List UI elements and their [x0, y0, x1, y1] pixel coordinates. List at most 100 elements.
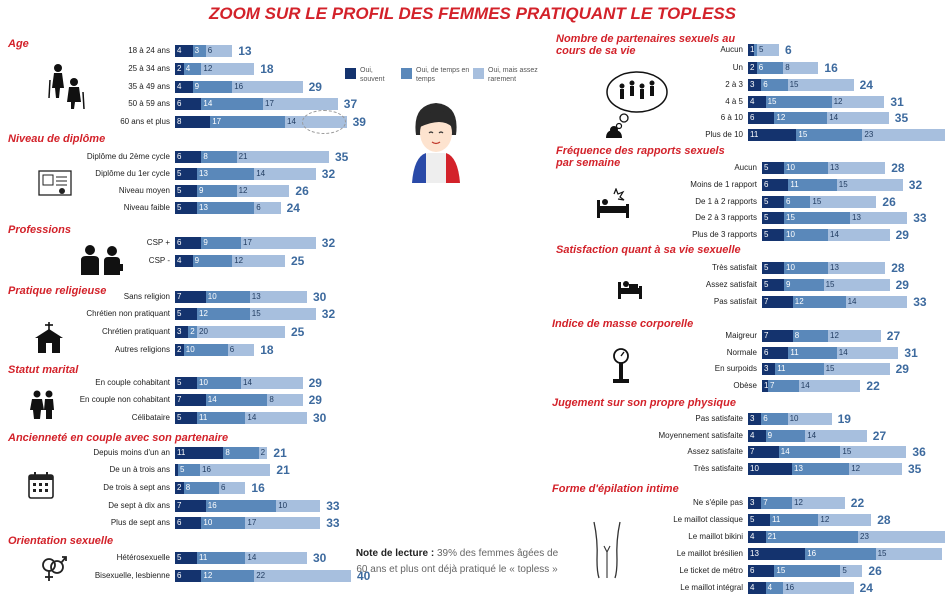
segment-value: 12 [238, 186, 248, 195]
bar-segment [197, 185, 237, 197]
bar-segment [823, 363, 890, 375]
row-label: 25 à 34 ans [128, 64, 170, 73]
segment-value: 4 [185, 64, 191, 73]
bar-segment [762, 296, 793, 308]
bar-segment [748, 565, 775, 577]
section-title: Statut marital [8, 364, 79, 376]
total-value: 36 [912, 445, 926, 459]
total-value: 13 [238, 44, 252, 58]
segment-value: 2 [190, 327, 195, 336]
bar-segment [783, 62, 819, 74]
segment-value: 12 [234, 256, 244, 265]
row-label: Normale [726, 348, 757, 357]
bar-segment [197, 552, 246, 564]
bar-segment [210, 116, 285, 128]
section-title: Orientation sexuelle [8, 535, 114, 547]
segment-value: 2 [177, 483, 182, 492]
segment-value: 5 [177, 203, 182, 212]
segment-value: 9 [203, 238, 208, 247]
section-title: Jugement sur son propre physique [552, 397, 736, 409]
bar-segment [840, 446, 907, 458]
legend-label-rarement: Oui, mais assez rarement [488, 67, 538, 83]
professionals-icon [81, 245, 123, 275]
bar-segment [175, 326, 189, 338]
total-value: 21 [273, 446, 287, 460]
total-value: 29 [895, 362, 909, 376]
segment-value: 13 [199, 203, 208, 212]
bar-segment [849, 463, 902, 475]
bar-segment [770, 514, 819, 526]
bar-segment [828, 229, 890, 241]
total-value: 32 [321, 167, 336, 181]
row-label: Maigreur [725, 331, 757, 340]
segment-value: 14 [847, 297, 857, 306]
segment-value: 5 [764, 213, 769, 222]
row-label: Plus de sept ans [110, 518, 170, 527]
row-label: Très satisfait [711, 263, 757, 272]
bar-segment [276, 500, 321, 512]
total-value: 35 [894, 111, 909, 125]
segment-value: 4 [750, 97, 755, 106]
segment-value: 14 [247, 553, 257, 562]
segment-value: 14 [780, 447, 790, 456]
bar-segment [768, 380, 799, 392]
bed-icon [597, 188, 629, 218]
bar-segment [784, 162, 828, 174]
bar-segment [765, 430, 806, 442]
bar-segment [175, 291, 206, 303]
bar-segment [762, 179, 789, 191]
row-label: Hétérosexuelle [116, 553, 170, 562]
bar-segment [818, 514, 872, 526]
bar-segment [748, 44, 754, 56]
total-value: 40 [357, 569, 371, 583]
segment-value: 14 [203, 99, 213, 108]
bar-segment [232, 255, 285, 267]
row-label: 18 à 24 ans [128, 46, 170, 55]
row-label: Le maillot intégral [680, 583, 743, 592]
bar-segment [788, 179, 837, 191]
bar-segment [784, 196, 811, 208]
segment-value: 13 [794, 464, 803, 473]
total-value: 29 [895, 278, 909, 292]
segment-value: 15 [786, 213, 795, 222]
segment-value: 12 [203, 64, 213, 73]
segment-value: 4 [177, 82, 182, 91]
segment-value: 6 [256, 203, 261, 212]
segment-value: 5 [764, 197, 769, 206]
segment-value: 6 [763, 80, 768, 89]
total-value: 26 [868, 564, 882, 578]
bar-segment [784, 262, 828, 274]
bar-segment [784, 229, 828, 241]
segment-value: 15 [798, 130, 808, 139]
segment-value: 11 [790, 180, 799, 189]
segment-value: 11 [772, 515, 781, 524]
section-title: Indice de masse corporelle [552, 318, 694, 330]
bar-segment [175, 151, 202, 163]
total-value: 32 [908, 178, 923, 192]
row-label: Pas satisfaite [695, 414, 743, 423]
bar-segment [201, 517, 246, 529]
total-value: 33 [913, 295, 927, 309]
total-value: 16 [251, 481, 265, 495]
total-value: 29 [895, 228, 909, 242]
segment-value: 9 [767, 431, 773, 440]
total-value: 22 [866, 379, 880, 393]
segment-value: 6 [750, 566, 755, 575]
segment-value: 3 [750, 498, 755, 507]
row-label: Chrétien pratiquant [101, 327, 170, 336]
segment-value: 4 [750, 532, 755, 541]
bar-segment [254, 570, 351, 582]
row-label: Bisexuelle, lesbienne [94, 571, 170, 580]
bar-segment [245, 412, 307, 424]
bar-segment [748, 514, 770, 526]
highlight-circle [302, 110, 346, 134]
row-label: 4 à 5 [725, 97, 743, 106]
bar-segment [754, 44, 757, 56]
segment-value: 14 [243, 378, 252, 387]
segment-value: 10 [789, 414, 799, 423]
segment-value: 12 [203, 571, 213, 580]
segment-value: 16 [807, 549, 817, 558]
bar-segment [761, 497, 792, 509]
bar-segment [183, 482, 219, 494]
total-value: 26 [882, 195, 896, 209]
